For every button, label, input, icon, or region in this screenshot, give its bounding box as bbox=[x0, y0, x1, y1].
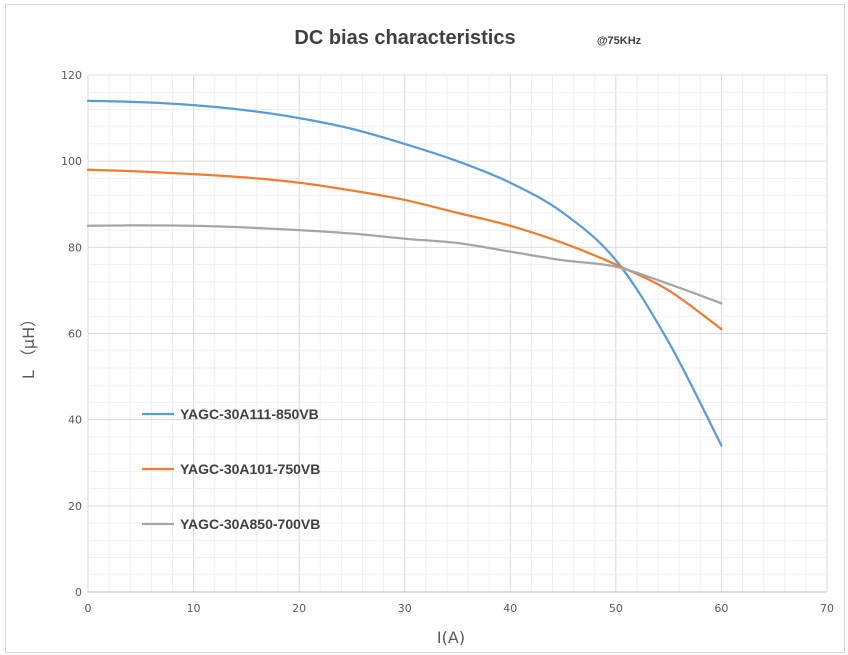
x-tick-label: 10 bbox=[187, 602, 201, 615]
y-tick-label: 80 bbox=[68, 241, 82, 254]
y-tick-labels: 0 20 40 60 80 100 120 bbox=[61, 69, 82, 599]
x-axis-label: I(A) bbox=[437, 628, 465, 647]
x-tick-label: 70 bbox=[820, 602, 834, 615]
y-tick-label: 20 bbox=[68, 500, 82, 513]
y-axis-label: L （μH） bbox=[19, 311, 38, 379]
y-tick-label: 60 bbox=[68, 328, 82, 341]
x-tick-label: 0 bbox=[85, 602, 92, 615]
y-tick-label: 40 bbox=[68, 414, 82, 427]
chart-title: DC bias characteristics bbox=[294, 27, 515, 49]
legend-label-3: YAGC-30A850-700VB bbox=[180, 516, 320, 532]
x-tick-label: 20 bbox=[292, 602, 306, 615]
chart-subtitle: @75KHz bbox=[597, 35, 642, 47]
x-tick-labels: 0 10 20 30 40 50 60 70 bbox=[85, 602, 835, 615]
x-tick-label: 40 bbox=[503, 602, 517, 615]
series-line-1 bbox=[86, 99, 723, 447]
series-line-3 bbox=[86, 224, 723, 305]
x-tick-label: 30 bbox=[398, 602, 412, 615]
gridlines bbox=[87, 74, 828, 593]
series-lines bbox=[86, 99, 723, 447]
series-line-2 bbox=[86, 168, 723, 331]
legend-label-1: YAGC-30A111-850VB bbox=[180, 406, 319, 422]
y-tick-label: 120 bbox=[61, 69, 82, 82]
chart-svg: 0 20 40 60 80 100 120 0 10 20 30 40 50 60 70 YAGC-30A… bbox=[19, 27, 835, 647]
x-tick-label: 50 bbox=[609, 602, 623, 615]
legend: YAGC-30A111-850VB YAGC-30A101-750VB YAGC-3… bbox=[142, 406, 320, 532]
y-tick-label: 100 bbox=[61, 155, 82, 168]
x-tick-label: 60 bbox=[714, 602, 728, 615]
chart-frame: 0 20 40 60 80 100 120 0 10 20 30 40 50 60 70 YAGC-30A… bbox=[5, 4, 845, 653]
y-tick-label: 0 bbox=[75, 586, 82, 599]
legend-label-2: YAGC-30A101-750VB bbox=[180, 461, 320, 477]
